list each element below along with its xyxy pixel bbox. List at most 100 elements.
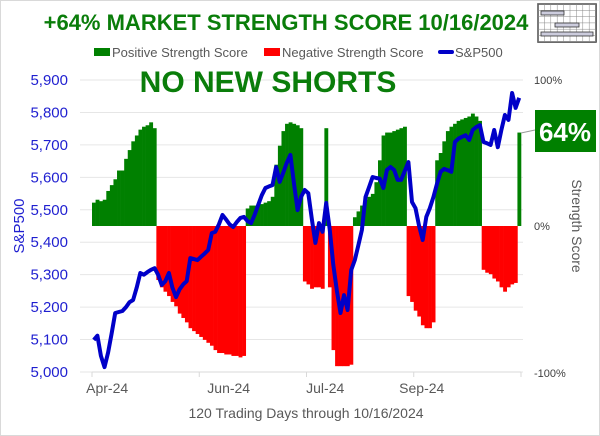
legend-negative: Negative Strength Score xyxy=(282,45,424,60)
left-axis-ticks: 5,000 5,100 5,200 5,300 5,400 5,500 5,600 5,700… xyxy=(30,72,68,381)
positive-bar xyxy=(277,145,282,226)
right-tick-100: 100% xyxy=(534,75,562,87)
x-axis-label: 120 Trading Days through 10/16/2024 xyxy=(188,405,423,421)
y-tick-label: 5,900 xyxy=(30,72,68,89)
positive-bar xyxy=(99,201,104,226)
negative-bar xyxy=(327,226,332,288)
negative-bar xyxy=(302,226,307,282)
negative-bar xyxy=(174,226,179,307)
positive-bar xyxy=(95,199,100,226)
positive-bar xyxy=(456,120,461,226)
negative-bar xyxy=(338,226,343,367)
negative-bar xyxy=(227,226,232,355)
legend: Positive Strength Score Negative Strengt… xyxy=(94,45,503,60)
negative-bar xyxy=(428,226,432,329)
x-axis: Apr-24 Jun-24 Jul-24 Sep-24 xyxy=(86,371,522,396)
negative-bar xyxy=(238,226,243,358)
positive-bar xyxy=(467,116,472,226)
negative-bar xyxy=(220,226,225,354)
y-tick-label: 5,300 xyxy=(30,267,68,284)
positive-bar xyxy=(274,164,279,226)
negative-bar xyxy=(181,226,186,318)
x-tick-label: Jul-24 xyxy=(306,380,344,396)
positive-bar xyxy=(131,141,136,226)
negative-bar xyxy=(413,226,418,311)
negative-bar xyxy=(499,226,504,288)
positive-bar xyxy=(367,196,372,226)
positive-bar xyxy=(435,160,440,226)
positive-bar xyxy=(474,116,479,226)
legend-positive: Positive Strength Score xyxy=(112,45,248,60)
y-tick-label: 5,100 xyxy=(30,332,68,349)
positive-bar xyxy=(124,158,129,226)
positive-bar xyxy=(113,179,118,226)
negative-bar xyxy=(349,226,354,365)
right-tick-0: 0% xyxy=(534,221,550,233)
positive-bar xyxy=(445,131,450,226)
negative-bar xyxy=(206,226,211,343)
positive-bar xyxy=(245,208,250,226)
negative-bar xyxy=(313,226,318,288)
negative-bar xyxy=(510,226,515,285)
y-axis-label: S&P500 xyxy=(11,198,28,253)
positive-bar xyxy=(285,123,289,226)
negative-bar xyxy=(199,226,204,337)
legend-swatch-sp500 xyxy=(438,50,454,54)
callout-leader xyxy=(520,129,536,134)
negative-bar xyxy=(320,226,325,289)
positive-bar xyxy=(109,185,114,226)
positive-bar xyxy=(463,117,468,226)
positive-bar xyxy=(263,202,268,226)
negative-bar xyxy=(209,226,214,346)
positive-bar xyxy=(120,170,125,226)
positive-bar xyxy=(352,217,357,226)
positive-bar xyxy=(378,160,382,226)
positive-bar xyxy=(356,211,361,226)
positive-bar xyxy=(392,131,397,226)
negative-bar xyxy=(224,226,229,355)
right-tick-minus100: -100% xyxy=(534,368,566,380)
positive-bar xyxy=(438,153,443,226)
negative-bar xyxy=(195,226,200,335)
positive-bar xyxy=(388,132,393,226)
negative-bar xyxy=(213,226,218,351)
positive-bar xyxy=(453,123,457,226)
positive-bar xyxy=(117,170,121,226)
negative-bar xyxy=(506,226,511,288)
negative-bar xyxy=(235,226,239,356)
positive-bar xyxy=(267,201,272,226)
legend-swatch-positive xyxy=(94,48,110,56)
positive-bar xyxy=(127,150,132,226)
negative-bar xyxy=(306,226,311,285)
negative-bar xyxy=(420,226,425,326)
y-tick-label: 5,200 xyxy=(30,299,68,316)
y2-axis-label: Strength Score xyxy=(569,179,585,273)
x-tick-label: Jun-24 xyxy=(207,380,250,396)
positive-bar xyxy=(281,131,286,226)
positive-bar xyxy=(517,132,522,226)
x-tick-label: Apr-24 xyxy=(86,380,128,396)
positive-bar xyxy=(270,196,275,226)
callout-box xyxy=(535,110,596,152)
positive-bar xyxy=(442,141,447,226)
negative-bar xyxy=(488,226,493,275)
positive-bar xyxy=(449,126,454,226)
positive-bar xyxy=(288,122,293,226)
positive-bar xyxy=(106,190,111,226)
logo-icon xyxy=(537,3,597,43)
negative-bar xyxy=(192,226,196,332)
positive-bar xyxy=(102,199,107,226)
positive-bar xyxy=(324,128,329,226)
callout-value: 64% xyxy=(539,117,591,147)
negative-bar xyxy=(406,226,411,297)
positive-bar xyxy=(260,204,264,226)
y-tick-label: 5,600 xyxy=(30,169,68,186)
positive-bar xyxy=(152,128,157,226)
positive-bar xyxy=(138,129,143,226)
negative-bar xyxy=(170,226,175,302)
negative-bar xyxy=(231,226,236,356)
negative-bar xyxy=(495,226,500,282)
y-tick-label: 5,500 xyxy=(30,202,68,219)
positive-bar xyxy=(374,182,379,226)
signal-banner: NO NEW SHORTS xyxy=(140,66,397,99)
